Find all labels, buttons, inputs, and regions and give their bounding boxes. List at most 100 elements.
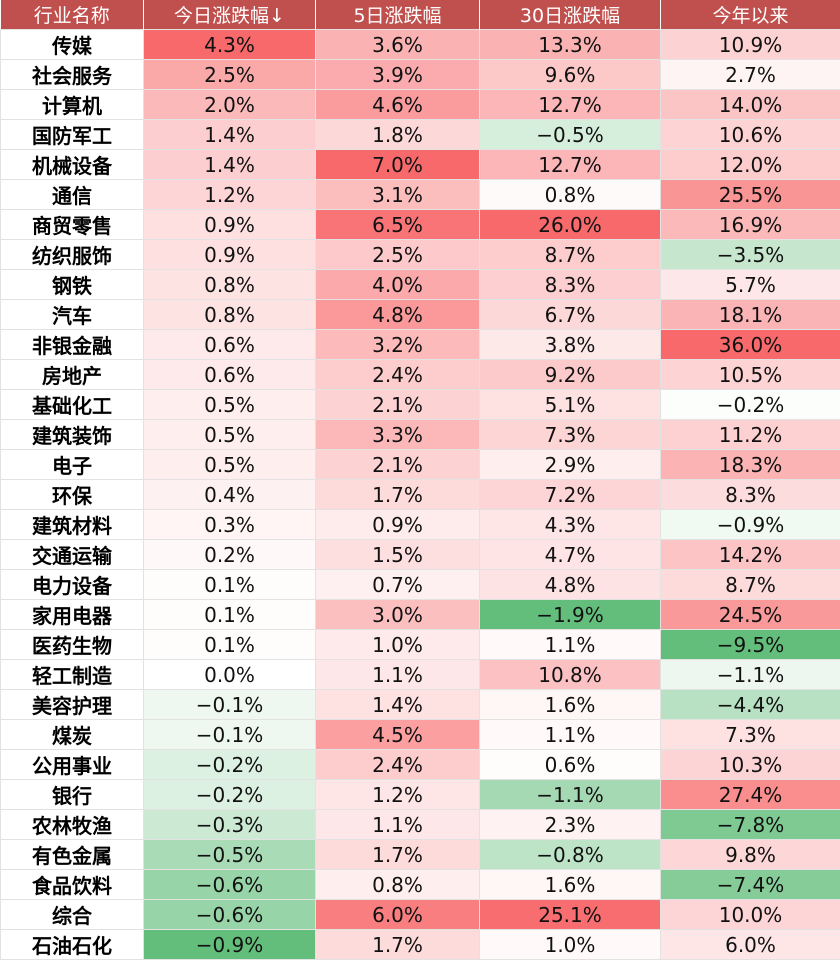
30day-change-cell: 8.3% (480, 270, 661, 300)
5day-change-cell: 2.4% (316, 360, 480, 390)
today-change-cell: 1.4% (144, 120, 316, 150)
5day-change-cell: 3.3% (316, 420, 480, 450)
30day-change-cell: 9.2% (480, 360, 661, 390)
industry-name-cell: 机械设备 (1, 150, 144, 180)
header-30day-change[interactable]: 30日涨跌幅 (480, 0, 661, 30)
industry-name-cell: 食品饮料 (1, 870, 144, 900)
ytd-change-cell: −9.5% (661, 630, 840, 660)
industry-name-cell: 汽车 (1, 300, 144, 330)
header-today-change[interactable]: 今日涨跌幅↓ (144, 0, 316, 30)
30day-change-cell: 0.8% (480, 180, 661, 210)
industry-name-cell: 石油石化 (1, 930, 144, 960)
30day-change-cell: 1.6% (480, 870, 661, 900)
5day-change-cell: 7.0% (316, 150, 480, 180)
ytd-change-cell: 18.3% (661, 450, 840, 480)
industry-name-cell: 环保 (1, 480, 144, 510)
header-industry-name[interactable]: 行业名称 (1, 0, 144, 30)
5day-change-cell: 3.6% (316, 30, 480, 60)
ytd-change-cell: 9.8% (661, 840, 840, 870)
today-change-cell: 0.5% (144, 450, 316, 480)
industry-name-cell: 煤炭 (1, 720, 144, 750)
today-change-cell: 0.4% (144, 480, 316, 510)
industry-name-cell: 基础化工 (1, 390, 144, 420)
5day-change-cell: 3.1% (316, 180, 480, 210)
5day-change-cell: 1.1% (316, 810, 480, 840)
table-row: 煤炭−0.1%4.5%1.1%7.3% (1, 720, 840, 750)
30day-change-cell: 1.1% (480, 630, 661, 660)
30day-change-cell: 2.9% (480, 450, 661, 480)
30day-change-cell: 7.2% (480, 480, 661, 510)
today-change-cell: 1.2% (144, 180, 316, 210)
30day-change-cell: 1.6% (480, 690, 661, 720)
table-row: 石油石化−0.9%1.7%1.0%6.0% (1, 930, 840, 960)
header-ytd-change[interactable]: 今年以来 (661, 0, 840, 30)
industry-name-cell: 有色金属 (1, 840, 144, 870)
today-change-cell: 0.9% (144, 240, 316, 270)
today-change-cell: 0.6% (144, 360, 316, 390)
industry-name-cell: 纺织服饰 (1, 240, 144, 270)
ytd-change-cell: 24.5% (661, 600, 840, 630)
ytd-change-cell: 10.3% (661, 750, 840, 780)
5day-change-cell: 4.5% (316, 720, 480, 750)
5day-change-cell: 1.7% (316, 930, 480, 960)
header-5day-change[interactable]: 5日涨跌幅 (316, 0, 480, 30)
5day-change-cell: 4.6% (316, 90, 480, 120)
ytd-change-cell: 36.0% (661, 330, 840, 360)
industry-name-cell: 建筑装饰 (1, 420, 144, 450)
ytd-change-cell: 7.3% (661, 720, 840, 750)
ytd-change-cell: 12.0% (661, 150, 840, 180)
30day-change-cell: 4.7% (480, 540, 661, 570)
5day-change-cell: 1.1% (316, 660, 480, 690)
today-change-cell: −0.1% (144, 690, 316, 720)
table-row: 公用事业−0.2%2.4%0.6%10.3% (1, 750, 840, 780)
today-change-cell: 0.6% (144, 330, 316, 360)
5day-change-cell: 1.2% (316, 780, 480, 810)
ytd-change-cell: 25.5% (661, 180, 840, 210)
today-change-cell: 0.1% (144, 630, 316, 660)
30day-change-cell: −1.1% (480, 780, 661, 810)
header-row: 行业名称 今日涨跌幅↓ 5日涨跌幅 30日涨跌幅 今年以来 (1, 0, 840, 30)
ytd-change-cell: 8.3% (661, 480, 840, 510)
table-row: 食品饮料−0.6%0.8%1.6%−7.4% (1, 870, 840, 900)
30day-change-cell: 6.7% (480, 300, 661, 330)
industry-name-cell: 家用电器 (1, 600, 144, 630)
table-row: 农林牧渔−0.3%1.1%2.3%−7.8% (1, 810, 840, 840)
industry-name-cell: 钢铁 (1, 270, 144, 300)
today-change-cell: 4.3% (144, 30, 316, 60)
ytd-change-cell: −1.1% (661, 660, 840, 690)
industry-name-cell: 通信 (1, 180, 144, 210)
5day-change-cell: 0.9% (316, 510, 480, 540)
30day-change-cell: 12.7% (480, 90, 661, 120)
5day-change-cell: 4.8% (316, 300, 480, 330)
ytd-change-cell: 10.5% (661, 360, 840, 390)
today-change-cell: −0.6% (144, 900, 316, 930)
today-change-cell: −0.2% (144, 780, 316, 810)
ytd-change-cell: 27.4% (661, 780, 840, 810)
30day-change-cell: 1.0% (480, 930, 661, 960)
ytd-change-cell: 6.0% (661, 930, 840, 960)
industry-name-cell: 电子 (1, 450, 144, 480)
industry-name-cell: 房地产 (1, 360, 144, 390)
30day-change-cell: 12.7% (480, 150, 661, 180)
5day-change-cell: 6.5% (316, 210, 480, 240)
5day-change-cell: 2.1% (316, 450, 480, 480)
ytd-change-cell: −3.5% (661, 240, 840, 270)
industry-name-cell: 建筑材料 (1, 510, 144, 540)
today-change-cell: 2.0% (144, 90, 316, 120)
5day-change-cell: 0.8% (316, 870, 480, 900)
5day-change-cell: 1.5% (316, 540, 480, 570)
5day-change-cell: 6.0% (316, 900, 480, 930)
5day-change-cell: 1.0% (316, 630, 480, 660)
today-change-cell: 1.4% (144, 150, 316, 180)
